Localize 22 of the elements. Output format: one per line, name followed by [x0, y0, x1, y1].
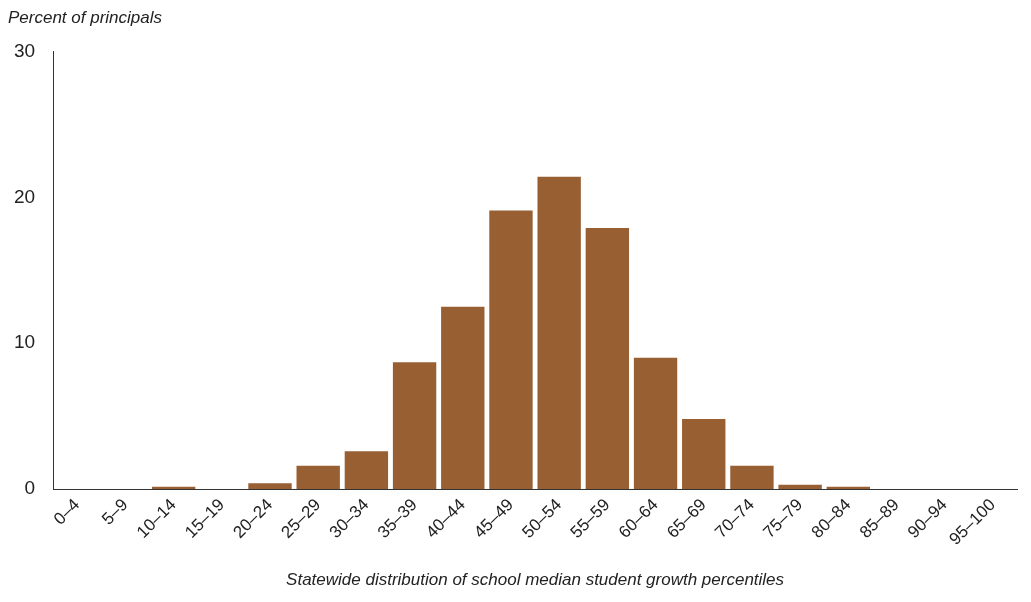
x-axis-title: Statewide distribution of school median student growth percentiles: [286, 569, 785, 589]
bar: [248, 483, 292, 490]
bar: [826, 486, 871, 490]
bar: [344, 451, 389, 490]
bar: [296, 465, 340, 490]
bar: [682, 419, 726, 490]
bar: [537, 176, 581, 490]
bar: [392, 362, 437, 490]
bar: [730, 465, 774, 490]
x-tick-label: 5–9: [98, 494, 132, 529]
bar: [585, 227, 630, 490]
y-tick-label: 0: [24, 477, 36, 499]
bar: [778, 484, 822, 490]
y-axis-title: Percent of principals: [8, 8, 164, 29]
y-tick-label: 20: [13, 185, 36, 207]
bar: [489, 210, 533, 490]
bar: [633, 357, 678, 490]
bar: [151, 486, 196, 490]
y-tick-label: 10: [13, 331, 36, 353]
x-tick-label: 0–4: [49, 494, 84, 529]
bar: [441, 306, 485, 490]
y-tick-label: 30: [13, 39, 36, 61]
